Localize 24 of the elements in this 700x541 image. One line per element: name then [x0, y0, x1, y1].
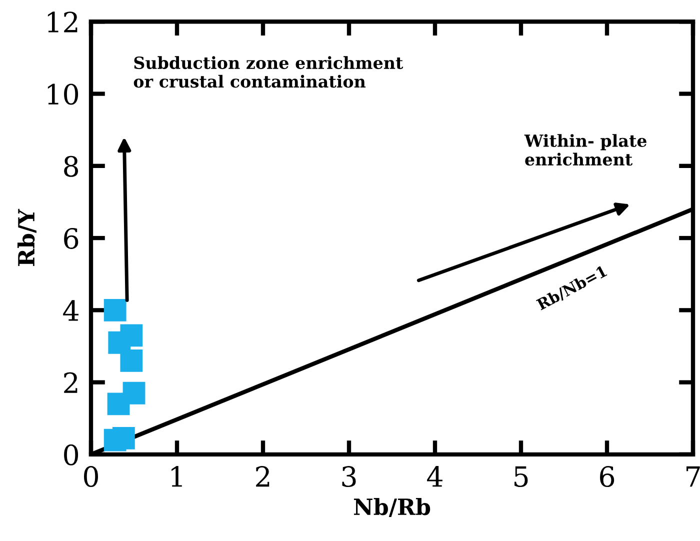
x-tick-label: 1: [172, 466, 182, 487]
x-tick-label: 6: [600, 466, 614, 488]
annotation: Subduction zone enrichment or crustal contamination: [134, 56, 404, 88]
x-tick-label: 0: [84, 466, 98, 488]
point: [104, 298, 126, 322]
point: [108, 331, 131, 354]
x-tick-label: 5: [514, 466, 528, 488]
x-tick-label: 4: [427, 466, 442, 487]
y-tick-label: 6: [64, 228, 78, 249]
x-tick-label: 3: [342, 466, 356, 488]
point: [120, 349, 143, 372]
point: [107, 392, 130, 416]
point: [104, 428, 126, 452]
x-tick-label: 2: [256, 466, 270, 487]
y-tick-label: 10: [48, 84, 78, 105]
y-tick-label: 4: [63, 300, 78, 321]
annotation: Within- plate enrichment: [524, 134, 647, 166]
y-tick-label: 0: [64, 444, 78, 466]
y-axis-title: Rb/Y: [17, 208, 36, 266]
y-tick-label: 8: [64, 156, 78, 177]
y-tick-label: 12: [48, 12, 78, 32]
y-tick-label: 2: [64, 372, 78, 393]
x-tick-label: 7: [686, 466, 700, 487]
x-axis-title: Nb/Rb: [354, 498, 430, 517]
